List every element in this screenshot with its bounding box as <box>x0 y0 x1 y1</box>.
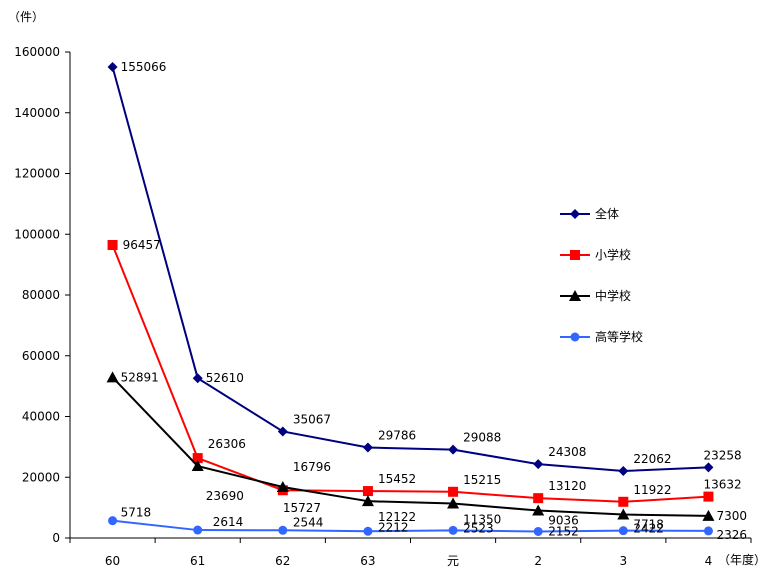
legend-label: 中学校 <box>595 288 631 303</box>
series-point-2 <box>192 453 203 464</box>
y-tick-label: 20000 <box>22 470 60 484</box>
series-point-3 <box>361 495 374 507</box>
series-point-1 <box>192 373 203 384</box>
data-label: 7718 <box>633 518 664 532</box>
series-point-4 <box>533 526 543 536</box>
data-label: 23258 <box>703 448 741 462</box>
data-label: 15727 <box>283 501 321 515</box>
y-unit-label: （件） <box>8 10 44 24</box>
series-line-3 <box>111 376 709 517</box>
data-label: 2422 <box>633 522 664 536</box>
data-label: 13120 <box>548 479 586 493</box>
data-label: 9036 <box>548 514 579 528</box>
series-point-2 <box>618 496 629 507</box>
series-point-3 <box>106 371 119 383</box>
y-tick-label: 140000 <box>14 106 60 120</box>
y-tick-label: 40000 <box>22 410 60 424</box>
x-tick-label: 62 <box>275 554 290 568</box>
data-label: 29088 <box>463 431 501 445</box>
data-label: 2152 <box>548 524 579 538</box>
series-point-3 <box>532 504 545 516</box>
legend-marker <box>569 290 581 301</box>
data-label: 5718 <box>121 506 152 520</box>
series-point-1 <box>618 465 629 476</box>
series-line-4 <box>112 519 709 533</box>
series-point-2 <box>362 486 373 497</box>
data-label: 24308 <box>548 445 586 459</box>
series-point-4 <box>278 525 288 535</box>
legend-label: 高等学校 <box>595 329 643 344</box>
series-point-4 <box>108 516 118 526</box>
series-point-4 <box>448 525 458 535</box>
series-point-2 <box>107 240 118 251</box>
legend-marker <box>570 209 580 219</box>
data-label: 52891 <box>121 370 159 384</box>
data-label: 15215 <box>463 473 501 487</box>
series-point-1 <box>277 426 288 437</box>
data-label: 2523 <box>463 521 494 535</box>
x-unit-label: （年度） <box>718 552 766 567</box>
data-label: 35067 <box>293 412 331 426</box>
x-tick-label: 2 <box>534 554 542 568</box>
series-point-3 <box>702 509 715 521</box>
data-label: 12122 <box>378 510 416 524</box>
data-label: 11350 <box>463 513 501 527</box>
data-label: 15452 <box>378 472 416 486</box>
x-tick-label: 元 <box>447 554 459 568</box>
x-tick-label: 63 <box>360 554 375 568</box>
series-point-2 <box>448 486 459 497</box>
y-tick-label: 120000 <box>14 167 60 181</box>
y-tick-label: 0 <box>52 531 60 545</box>
series-point-3 <box>191 460 204 472</box>
data-label: 52610 <box>206 371 244 385</box>
legend-label: 全体 <box>595 206 619 221</box>
legend-label: 小学校 <box>595 247 631 262</box>
series-point-4 <box>363 526 373 536</box>
series-point-4 <box>703 526 713 536</box>
x-tick-label: 60 <box>105 554 120 568</box>
y-tick-label: 60000 <box>22 349 60 363</box>
series-line-1 <box>111 66 709 472</box>
series-point-1 <box>448 444 459 455</box>
legend-marker <box>570 250 580 260</box>
series-point-1 <box>533 459 544 470</box>
series-line-2 <box>111 244 709 503</box>
data-label: 11922 <box>633 483 671 497</box>
plot-area: 0 20000 40000 60000 80000 100000 120000 140000 1… <box>14 45 752 568</box>
series-point-4 <box>618 526 628 536</box>
y-tick-label: 80000 <box>22 288 60 302</box>
series-point-1 <box>107 61 118 72</box>
y-tick-label: 100000 <box>14 227 60 241</box>
series-point-2 <box>533 493 544 504</box>
data-label: 2614 <box>213 515 244 529</box>
x-tick-label: 61 <box>190 554 205 568</box>
series-point-3 <box>617 508 630 520</box>
legend-marker <box>570 332 580 342</box>
data-label: 96457 <box>123 238 161 252</box>
series-point-4 <box>193 525 203 535</box>
x-tick-label: 3 <box>619 554 627 568</box>
y-tick-label: 160000 <box>14 45 60 59</box>
data-label: 26306 <box>208 437 246 451</box>
data-label: 2544 <box>293 515 324 529</box>
series-point-3 <box>447 497 460 509</box>
data-label: 16796 <box>293 460 331 474</box>
data-label: 7300 <box>716 509 747 523</box>
data-label: 13632 <box>703 478 741 492</box>
data-label: 155066 <box>121 60 167 74</box>
series-point-1 <box>703 462 714 473</box>
data-label: 22062 <box>633 452 671 466</box>
series-point-2 <box>703 491 714 502</box>
data-label: 23690 <box>206 489 244 503</box>
series-point-1 <box>362 442 373 453</box>
data-label: 29786 <box>378 429 416 443</box>
x-tick-label: 4 <box>705 554 713 568</box>
data-label: 2212 <box>378 520 409 534</box>
series-point-3 <box>276 480 289 492</box>
data-label: 2326 <box>716 528 747 542</box>
